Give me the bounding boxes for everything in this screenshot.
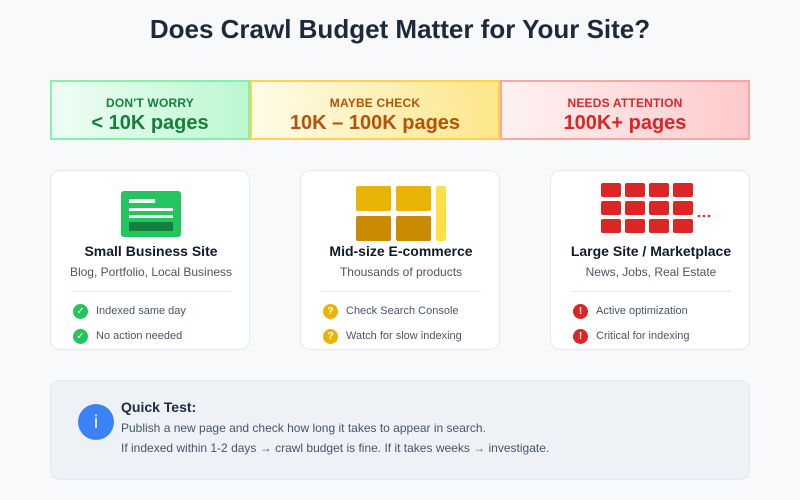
card-name: Small Business Site [84,243,218,259]
band-needs-attention: NEEDS ATTENTION 100K+ pages [500,80,750,140]
band-range: 100K+ pages [563,112,687,134]
item-text: Watch for slow indexing [346,330,462,342]
card-large-site: Large Site / Marketplace News, Jobs, Rea… [550,170,750,350]
quick-test-line-1: Publish a new page and check how long it… [121,421,486,435]
grid-icon [356,186,446,241]
info-icon: i [78,404,114,440]
exclamation-icon: ! [573,303,588,319]
card-divider [71,291,231,292]
band-label: MAYBE CHECK [329,96,421,110]
list-item: ? Check Search Console [323,302,459,320]
card-subtitle: Thousands of products [339,265,463,279]
card-name: Large Site / Marketplace [570,243,732,259]
item-text: Active optimization [596,305,688,317]
card-divider [571,291,731,292]
card-small-business: Small Business Site Blog, Portfolio, Loc… [50,170,250,350]
card-name: Mid-size E-commerce [329,243,473,259]
card-divider [321,291,481,292]
check-icon: ✓ [73,328,88,344]
exclamation-icon: ! [573,328,588,344]
item-text: Check Search Console [346,305,459,317]
band-label: NEEDS ATTENTION [567,96,683,110]
question-icon: ? [323,328,338,344]
page-title: Does Crawl Budget Matter for Your Site? [149,14,651,44]
band-dont-worry: DON'T WORRY < 10K pages [50,80,250,140]
card-mid-size-ecommerce: Mid-size E-commerce Thousands of product… [300,170,500,350]
band-range: < 10K pages [91,112,209,134]
list-item: ! Active optimization [573,302,688,320]
list-item: ? Watch for slow indexing [323,327,462,345]
item-text: No action needed [96,330,183,342]
card-subtitle: Blog, Portfolio, Local Business [69,265,233,279]
item-text: Indexed same day [96,305,186,317]
list-item: ! Critical for indexing [573,327,690,345]
check-icon: ✓ [73,303,88,319]
band-range: 10K – 100K pages [289,112,461,134]
item-text: Critical for indexing [596,330,690,342]
many-pages-icon [601,183,711,233]
document-icon [121,191,181,237]
quick-test-title: Quick Test: [121,399,197,415]
quick-test-line-2: If indexed within 1-2 days → crawl budge… [121,441,550,455]
band-maybe-check: MAYBE CHECK 10K – 100K pages [250,80,500,140]
card-subtitle: News, Jobs, Real Estate [585,265,717,279]
quick-test-box: i Quick Test: Publish a new page and che… [50,380,750,480]
list-item: ✓ No action needed [73,327,182,345]
band-label: DON'T WORRY [106,96,194,110]
list-item: ✓ Indexed same day [73,302,186,320]
question-icon: ? [323,303,338,319]
